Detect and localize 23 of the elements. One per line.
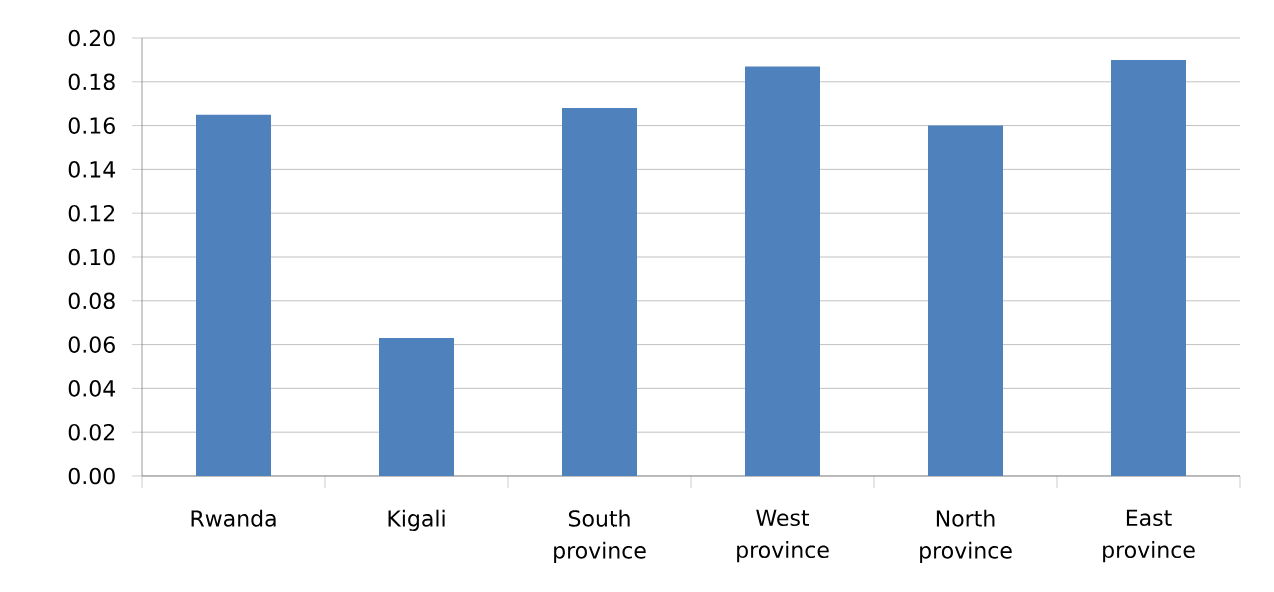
y-tick-label: 0.16 [68, 117, 115, 134]
y-tick-label: 0.20 [68, 29, 115, 47]
y-tick-label: 0.00 [68, 467, 115, 485]
x-tick-label: Kigali [388, 509, 445, 532]
x-tick-label: North province [920, 509, 1012, 564]
y-tick-label: 0.12 [68, 204, 115, 222]
y-tick-label: 0.14 [68, 161, 116, 178]
bar [196, 114, 271, 476]
bar [379, 338, 454, 476]
x-tick-label: West province [737, 509, 829, 563]
y-tick-label: 0.10 [68, 248, 115, 266]
bar [745, 66, 820, 476]
y-tick-label: 0.06 [68, 336, 115, 353]
y-tick-label: 0.02 [68, 423, 115, 441]
y-tick-label: 0.04 [68, 380, 116, 397]
x-tick-label: East province [1103, 509, 1195, 563]
x-tick-label: Rwanda [191, 509, 276, 527]
y-tick-label: 0.08 [68, 292, 115, 310]
y-tick-label: 0.18 [68, 73, 115, 91]
bar [562, 108, 638, 476]
bar [1111, 59, 1186, 476]
x-tick-label: South province [554, 509, 646, 564]
bar [928, 125, 1003, 476]
